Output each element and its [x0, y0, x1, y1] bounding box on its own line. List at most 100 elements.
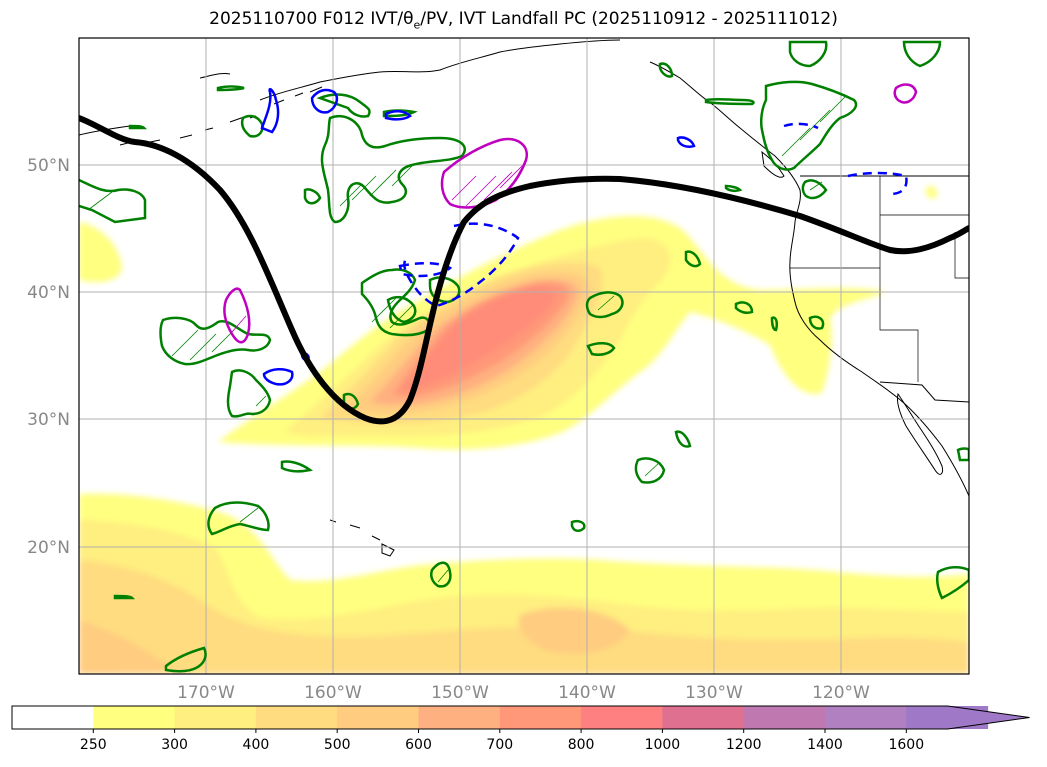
pv-contour: [159, 316, 272, 366]
pv-contour: [935, 566, 969, 600]
pv-contour: [226, 369, 272, 418]
colorbar-tick-label: 500: [324, 737, 351, 753]
colorbar-tick-label: 400: [243, 737, 270, 753]
pv-contour: [128, 124, 148, 130]
pv-contour: [216, 85, 245, 92]
ivt-shading: [79, 185, 969, 674]
magenta-hatch: [231, 165, 523, 333]
colorbar-segment: [499, 706, 582, 729]
magenta-contour: [440, 137, 529, 209]
pv-contour: [79, 178, 147, 224]
ivt-colorbar: 250 300 400 500 600 700 800 1000 1200 1400 1600: [11, 705, 1030, 753]
colorbar-tick-label: 600: [405, 737, 432, 753]
theta-e-contour: [262, 368, 294, 386]
lat-label-30n: 30°N: [27, 410, 70, 430]
pv-contour: [585, 291, 624, 319]
magenta-contour: [223, 287, 251, 344]
colorbar-extend-arrow: [906, 706, 1030, 729]
pv-contour: [724, 184, 743, 193]
colorbar-segment: [743, 706, 826, 729]
pv-contour: [280, 460, 313, 473]
pv-contour: [164, 646, 207, 673]
colorbar-segment: [581, 706, 663, 729]
colorbar-tick-label: 300: [161, 737, 188, 753]
colorbar-segment: [825, 706, 907, 729]
colorbar-segment: [174, 706, 257, 729]
pv-contour: [658, 62, 674, 78]
colorbar-tick-label: 700: [486, 737, 513, 753]
colorbar-segment: [255, 706, 338, 729]
theta-e-dashed: [398, 122, 908, 308]
ivt-river-800: [402, 287, 555, 390]
ivt-tropical-400: [79, 560, 969, 674]
pv-contour: [303, 188, 322, 205]
pv-contour: [113, 594, 136, 600]
pv-contour: [770, 316, 779, 332]
pv-contour: [360, 268, 431, 337]
theta-e-dashed-contour: [783, 122, 819, 130]
pv-contour: [956, 447, 969, 462]
pv-contour: [634, 457, 666, 484]
state-lines: [790, 176, 969, 382]
pv-contour: [902, 40, 942, 68]
lat-label-20n: 20°N: [27, 538, 70, 558]
pv-contour: [320, 115, 466, 224]
colorbar-tick-label: 800: [568, 737, 595, 753]
theta-e-contour: [310, 88, 339, 114]
pv-contour: [586, 342, 616, 356]
figure-title: 2025110700 F012 IVT/θe/PV, IVT Landfall …: [209, 9, 838, 32]
pv-contour: [674, 430, 692, 448]
pv-contour: [386, 295, 417, 324]
colorbar-tick-label: 1000: [645, 737, 681, 753]
pv-contour: [207, 501, 270, 536]
colorbar-segment: [337, 706, 419, 729]
lat-label-40n: 40°N: [27, 283, 70, 303]
vancouver-island: [761, 150, 785, 178]
lon-label-130w: 130°W: [685, 683, 743, 703]
theta-e-contour: [260, 88, 280, 134]
magenta-contour: [893, 83, 918, 104]
colorbar-segment: [93, 706, 176, 729]
pv-contour: [788, 40, 828, 68]
baja-peninsula: [897, 392, 943, 475]
lat-labels: 50°N 40°N 30°N 20°N: [27, 156, 70, 558]
theta-e-dashed-contour: [847, 171, 908, 196]
landfall-pc-line: [79, 115, 969, 425]
pv-contour: [704, 97, 755, 106]
ivt-tropical-500: [79, 607, 630, 674]
magenta-contours: [223, 83, 918, 344]
colorbar-tick-label: 250: [80, 737, 107, 753]
theta-e-contour: [384, 110, 412, 121]
map-frame: [78, 37, 970, 675]
lon-labels: 170°W 160°W 150°W 140°W 130°W 120°W: [177, 683, 870, 703]
lon-label-170w: 170°W: [177, 683, 235, 703]
colorbar-segment: [418, 706, 501, 729]
pv-contour: [570, 520, 586, 532]
lon-label-120w: 120°W: [812, 683, 870, 703]
pv-contours: [79, 40, 969, 673]
pv-contour: [316, 93, 371, 118]
colorbar-tick-label: 1600: [888, 737, 924, 753]
pv-contour: [240, 114, 264, 138]
map-area: [79, 38, 969, 674]
colorbar-segment: [12, 706, 94, 729]
ivt-blob-west: [79, 222, 122, 283]
pv-contour: [430, 561, 452, 588]
lon-label-160w: 160°W: [304, 683, 362, 703]
colorbar-tick-label: 1400: [807, 737, 843, 753]
pv-contour: [801, 179, 828, 200]
pv-contour: [684, 250, 702, 268]
lon-label-140w: 140°W: [558, 683, 616, 703]
theta-e-contour: [676, 136, 696, 148]
colorbar-outline: [11, 705, 1030, 730]
pv-contour: [734, 301, 754, 315]
pv-contour: [759, 80, 858, 171]
lat-label-50n: 50°N: [27, 156, 70, 176]
us-mex-border: [879, 381, 969, 403]
lon-label-150w: 150°W: [431, 683, 489, 703]
colorbar-segment: [662, 706, 745, 729]
theta-e-dashed-contour: [398, 222, 520, 308]
pv-contour: [808, 315, 825, 330]
ivt-spot-ne: [925, 185, 938, 199]
